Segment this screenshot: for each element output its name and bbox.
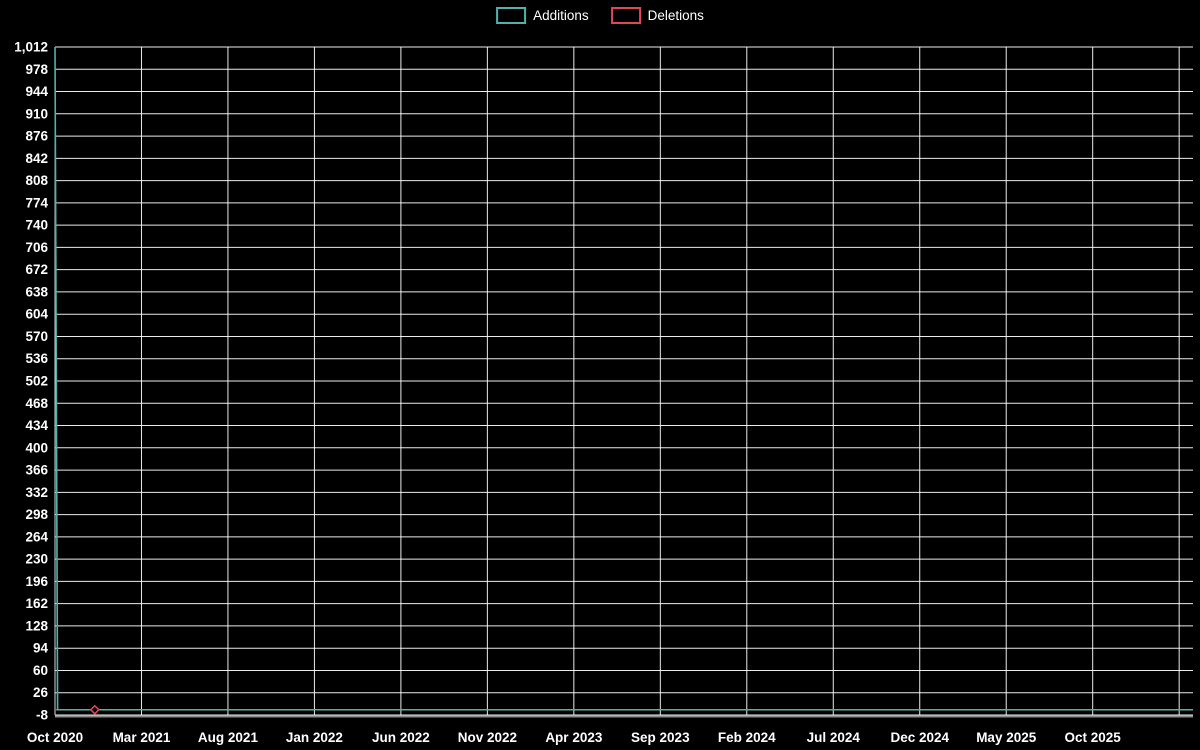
svg-text:502: 502 (25, 374, 48, 389)
svg-text:706: 706 (25, 240, 48, 255)
legend-item-deletions[interactable]: Deletions (610, 7, 704, 24)
legend-item-additions[interactable]: Additions (496, 7, 589, 24)
svg-text:Oct 2025: Oct 2025 (1065, 730, 1122, 745)
additions-legend-swatch-icon (496, 7, 527, 24)
svg-text:978: 978 (25, 62, 48, 77)
svg-text:740: 740 (25, 218, 48, 233)
svg-text:264: 264 (25, 529, 48, 544)
svg-text:570: 570 (25, 329, 48, 344)
deletions-legend-swatch-icon (610, 7, 641, 24)
svg-text:Oct 2020: Oct 2020 (27, 730, 83, 745)
svg-text:128: 128 (25, 618, 48, 633)
svg-text:162: 162 (25, 596, 48, 611)
svg-text:1,012: 1,012 (14, 40, 48, 55)
svg-text:774: 774 (25, 195, 48, 210)
chart-legend: Additions Deletions (496, 7, 704, 24)
svg-text:536: 536 (25, 351, 48, 366)
svg-text:672: 672 (25, 262, 48, 277)
svg-text:Jul 2024: Jul 2024 (807, 730, 861, 745)
additions-legend-label: Additions (533, 8, 589, 23)
svg-text:Aug 2021: Aug 2021 (198, 730, 259, 745)
svg-text:Feb 2024: Feb 2024 (718, 730, 776, 745)
deletions-legend-label: Deletions (647, 8, 704, 23)
svg-text:910: 910 (25, 106, 48, 121)
svg-text:604: 604 (25, 307, 48, 322)
svg-text:Nov 2022: Nov 2022 (458, 730, 517, 745)
svg-text:400: 400 (25, 440, 48, 455)
svg-text:60: 60 (33, 663, 48, 678)
svg-text:298: 298 (25, 507, 48, 522)
svg-text:94: 94 (33, 641, 49, 656)
svg-text:Dec 2024: Dec 2024 (890, 730, 949, 745)
svg-text:808: 808 (25, 173, 48, 188)
svg-text:230: 230 (25, 552, 48, 567)
svg-text:-8: -8 (36, 708, 48, 723)
svg-text:Mar 2021: Mar 2021 (113, 730, 171, 745)
svg-text:842: 842 (25, 151, 48, 166)
svg-text:332: 332 (25, 485, 48, 500)
svg-text:26: 26 (33, 685, 49, 700)
svg-text:876: 876 (25, 129, 48, 144)
svg-text:468: 468 (25, 396, 48, 411)
svg-text:944: 944 (25, 84, 48, 99)
svg-text:May 2025: May 2025 (976, 730, 1037, 745)
svg-text:638: 638 (25, 284, 48, 299)
svg-text:434: 434 (25, 418, 48, 433)
svg-text:Apr 2023: Apr 2023 (545, 730, 603, 745)
svg-text:Sep 2023: Sep 2023 (631, 730, 690, 745)
svg-text:366: 366 (25, 463, 48, 478)
svg-text:Jan 2022: Jan 2022 (286, 730, 343, 745)
svg-text:196: 196 (25, 574, 48, 589)
svg-text:Jun 2022: Jun 2022 (372, 730, 430, 745)
